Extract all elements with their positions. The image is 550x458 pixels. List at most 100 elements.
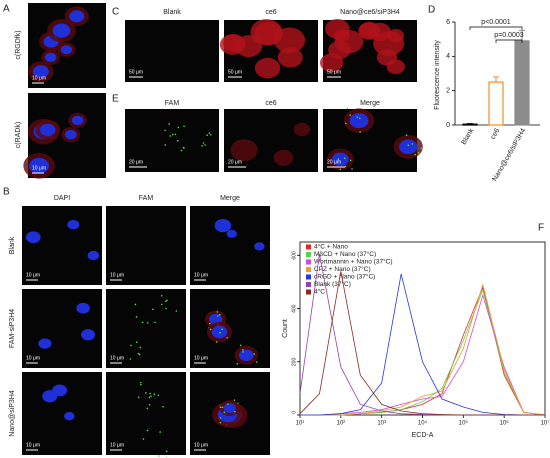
column-label: FAM (165, 100, 180, 107)
dot (139, 381, 142, 384)
dot (183, 125, 185, 128)
dot (219, 331, 221, 334)
row-label: c(RGDfk) (15, 30, 22, 59)
column-label: ce6 (265, 100, 276, 107)
annotation: p=0.0003 (494, 32, 523, 39)
dot (130, 344, 132, 347)
dot (234, 410, 236, 413)
nucleus (211, 325, 228, 339)
nucleus (60, 45, 72, 55)
dot (135, 341, 138, 344)
dot (142, 438, 145, 440)
dot (221, 406, 224, 409)
dot (349, 159, 352, 162)
dot (206, 134, 208, 136)
panel-label: D (428, 5, 435, 16)
y-tick-label: 2 (446, 88, 450, 95)
scale-label: 20 μm (228, 159, 242, 165)
dot (154, 321, 156, 324)
scale-label: 10 μm (110, 442, 124, 448)
y-tick-label: 400 (291, 304, 297, 313)
nucleus (87, 250, 100, 261)
column-label: Merge (220, 195, 240, 202)
scale-label: 10 μm (194, 442, 208, 448)
cell (219, 34, 246, 55)
column-label: Blank (163, 9, 181, 16)
dot (356, 116, 359, 118)
dot (219, 421, 222, 424)
row-label: FAM-siP3H4 (9, 309, 16, 348)
column-label: FAM (139, 195, 154, 202)
nucleus (254, 242, 265, 251)
dot (227, 403, 229, 405)
nucleus (64, 411, 75, 421)
column-label: Merge (360, 100, 380, 107)
cell (254, 22, 283, 46)
nucleus (25, 231, 41, 244)
histogram-line (300, 285, 546, 416)
scale-label: 10 μm (32, 75, 46, 81)
dot (165, 307, 167, 310)
x-tick-label: 10⁶ (500, 420, 510, 427)
dot (137, 352, 140, 355)
dot (165, 450, 168, 453)
dot (344, 165, 347, 168)
row-label: Nano@siP3H4 (9, 390, 16, 437)
dot (216, 311, 219, 313)
scale-label: 50 μm (129, 69, 143, 75)
dot (137, 396, 140, 399)
dot (221, 328, 223, 331)
dot (164, 300, 167, 303)
y-axis-label: Fluorescence intensity (434, 40, 441, 110)
histogram-line (300, 283, 546, 416)
cell (277, 47, 303, 68)
dot (164, 129, 166, 132)
legend-swatch (306, 282, 311, 287)
nucleus (52, 23, 71, 38)
dot (218, 313, 221, 316)
dot (157, 394, 160, 397)
column-label: ce6 (265, 9, 276, 16)
legend-label: Blank (37°C) (314, 280, 351, 288)
micrograph (106, 289, 186, 368)
nucleus (64, 129, 77, 140)
dot (344, 157, 346, 160)
dot (160, 303, 163, 306)
scale-label: 10 μm (194, 272, 208, 278)
dot (344, 122, 347, 125)
scale-label: 20 μm (129, 159, 143, 165)
x-tick-label: 10⁵ (459, 420, 469, 427)
dot (135, 316, 138, 318)
x-tick-label: 10² (336, 421, 345, 427)
dot (150, 395, 152, 397)
dot (411, 143, 414, 145)
micrograph (22, 289, 102, 368)
dot (359, 117, 361, 120)
dot (407, 144, 410, 147)
legend-label: CPZ + Nano (37°C) (314, 265, 371, 273)
dot (337, 158, 340, 160)
dot (201, 145, 203, 147)
dot (160, 294, 163, 297)
legend-swatch (306, 259, 311, 265)
nucleus (223, 403, 236, 414)
dot (215, 341, 218, 343)
dot (233, 399, 236, 401)
panel-label: E (112, 94, 119, 105)
panel-label: B (3, 187, 10, 198)
dot (146, 429, 149, 432)
dot (208, 132, 211, 134)
legend-label: Wortmannin + Nano (37°C) (314, 258, 393, 266)
dot (169, 135, 172, 137)
scale-label: 10 μm (26, 355, 40, 361)
dot (420, 147, 422, 150)
dot (148, 396, 151, 399)
y-tick-label: 600 (291, 251, 297, 260)
scale-label: 10 μm (110, 272, 124, 278)
cell (320, 53, 344, 73)
micrograph (125, 109, 219, 172)
dot (168, 123, 171, 125)
dot (158, 455, 160, 457)
bar (488, 81, 504, 126)
x-tick-label: ce6 (490, 127, 502, 140)
